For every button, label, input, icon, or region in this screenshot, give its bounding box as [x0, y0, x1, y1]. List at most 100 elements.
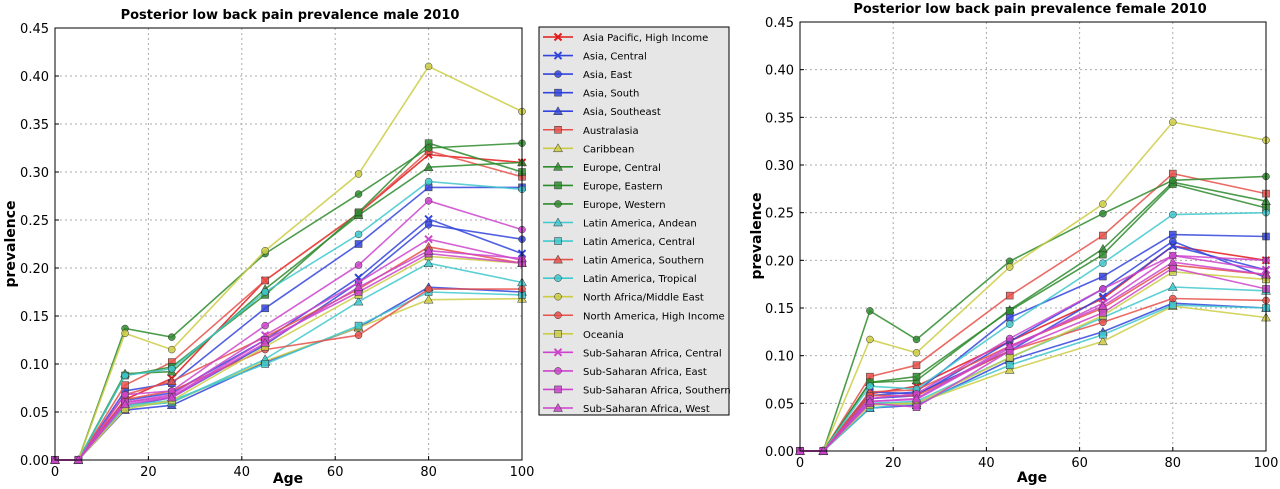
legend-marker	[553, 106, 563, 115]
data-point	[866, 335, 874, 344]
female-chart: Posterior low back pain prevalence femal…	[749, 2, 1278, 486]
data-point	[1169, 237, 1177, 246]
legend-entry: Asia, Central	[543, 51, 647, 63]
legend-marker	[553, 32, 563, 42]
data-point	[423, 162, 434, 171]
data-point	[1005, 361, 1014, 369]
y-tick-label: 0.10	[765, 350, 794, 365]
legend-entry: Australasia	[543, 126, 639, 137]
legend-label: Europe, Eastern	[583, 181, 663, 192]
data-point	[166, 376, 177, 386]
legend-label: Europe, Central	[583, 163, 661, 174]
y-tick-label: 0.10	[20, 358, 49, 373]
female-series-lines	[795, 118, 1271, 456]
series-line	[55, 153, 523, 461]
data-point	[1169, 230, 1177, 239]
data-point	[866, 307, 874, 315]
data-point	[912, 372, 921, 381]
female-chart-title: Posterior low back pain prevalence femal…	[853, 2, 1206, 17]
legend-label: Sub-Saharan Africa, Southern	[583, 385, 731, 396]
y-tick-label: 0.25	[765, 207, 794, 222]
series-line	[800, 245, 1267, 452]
data-point	[912, 361, 921, 369]
data-point	[424, 144, 433, 152]
legend-label: North Africa/Middle East	[583, 293, 704, 304]
series-line	[800, 121, 1267, 452]
legend-label: Latin America, Andean	[583, 219, 697, 230]
legend-entry: Asia, East	[543, 70, 632, 81]
legend-entry: Sub-Saharan Africa, West	[543, 402, 710, 415]
data-point	[121, 390, 129, 399]
male-chart-title: Posterior low back pain prevalence male …	[121, 8, 460, 23]
legend-marker	[553, 217, 563, 227]
series-line	[55, 65, 523, 461]
data-point	[1169, 301, 1177, 309]
legend-marker	[554, 88, 562, 97]
series-asia-south	[796, 230, 1270, 455]
legend-marker	[554, 274, 562, 282]
legend-label: Sub-Saharan Africa, East	[583, 367, 707, 378]
series-europe-western	[796, 172, 1270, 455]
legend-entry: Europe, Western	[543, 200, 666, 211]
series-line	[55, 218, 523, 461]
data-point	[261, 304, 269, 313]
data-point	[168, 345, 176, 354]
data-point	[912, 403, 921, 411]
series-line	[55, 199, 523, 461]
y-tick-label: 0.35	[765, 111, 794, 126]
x-tick-label: 60	[327, 465, 344, 480]
data-point	[1169, 176, 1177, 185]
data-point	[1099, 309, 1107, 317]
legend-label: Oceania	[583, 330, 624, 341]
legend-marker	[554, 126, 562, 134]
data-point	[1005, 334, 1014, 343]
series-line	[55, 223, 523, 461]
data-point	[261, 321, 269, 330]
data-point	[121, 329, 129, 338]
data-point	[424, 285, 433, 293]
legend-label: Asia, East	[583, 70, 632, 81]
x-tick-label: 60	[1071, 456, 1088, 471]
x-tick-label: 20	[140, 465, 157, 480]
female-tick-labels: 0.00 0.05 0.10 0.15 0.20 0.25 0.30 0.35 0.40 0.45…	[765, 16, 1278, 471]
legend-marker	[553, 51, 563, 60]
y-tick-label: 0.05	[20, 406, 49, 421]
data-point	[1099, 272, 1107, 281]
data-point	[912, 349, 921, 357]
series-line	[800, 245, 1267, 452]
data-point	[1098, 292, 1108, 301]
data-point	[1004, 341, 1015, 350]
data-point	[261, 288, 269, 296]
legend-entry: Sub-Saharan Africa, East	[543, 367, 707, 378]
data-point	[1099, 285, 1107, 293]
legend-entry: Latin America, Southern	[543, 254, 704, 267]
legend-label: Latin America, Tropical	[583, 274, 697, 285]
data-point	[1099, 250, 1107, 259]
series-oceania	[51, 252, 526, 464]
y-tick-label: 0.20	[765, 254, 794, 269]
data-point	[866, 382, 874, 390]
series-europe-eastern	[51, 139, 526, 464]
legend-entry: North America, High Income	[543, 311, 725, 322]
data-point	[1005, 307, 1014, 315]
data-point	[424, 221, 433, 229]
data-point	[1099, 231, 1107, 240]
y-tick-label: 0.00	[20, 454, 49, 469]
data-point	[1167, 282, 1178, 291]
male-tick-labels: 0.00 0.05 0.10 0.15 0.20 0.25 0.30 0.35 0.40 0.45…	[20, 22, 534, 480]
data-point	[354, 331, 363, 339]
series-line	[800, 175, 1267, 452]
data-point	[121, 371, 129, 380]
legend-label: Latin America, Southern	[583, 256, 704, 267]
y-tick-label: 0.15	[765, 302, 794, 317]
x-tick-label: 40	[234, 465, 251, 480]
data-point	[912, 335, 921, 344]
data-point	[1169, 294, 1177, 303]
legend-marker	[554, 237, 562, 245]
legend-marker	[554, 292, 562, 301]
female-gridlines	[800, 22, 1266, 451]
data-point	[1005, 263, 1014, 271]
series-line	[800, 261, 1267, 452]
legend-label: Europe, Western	[583, 200, 666, 211]
